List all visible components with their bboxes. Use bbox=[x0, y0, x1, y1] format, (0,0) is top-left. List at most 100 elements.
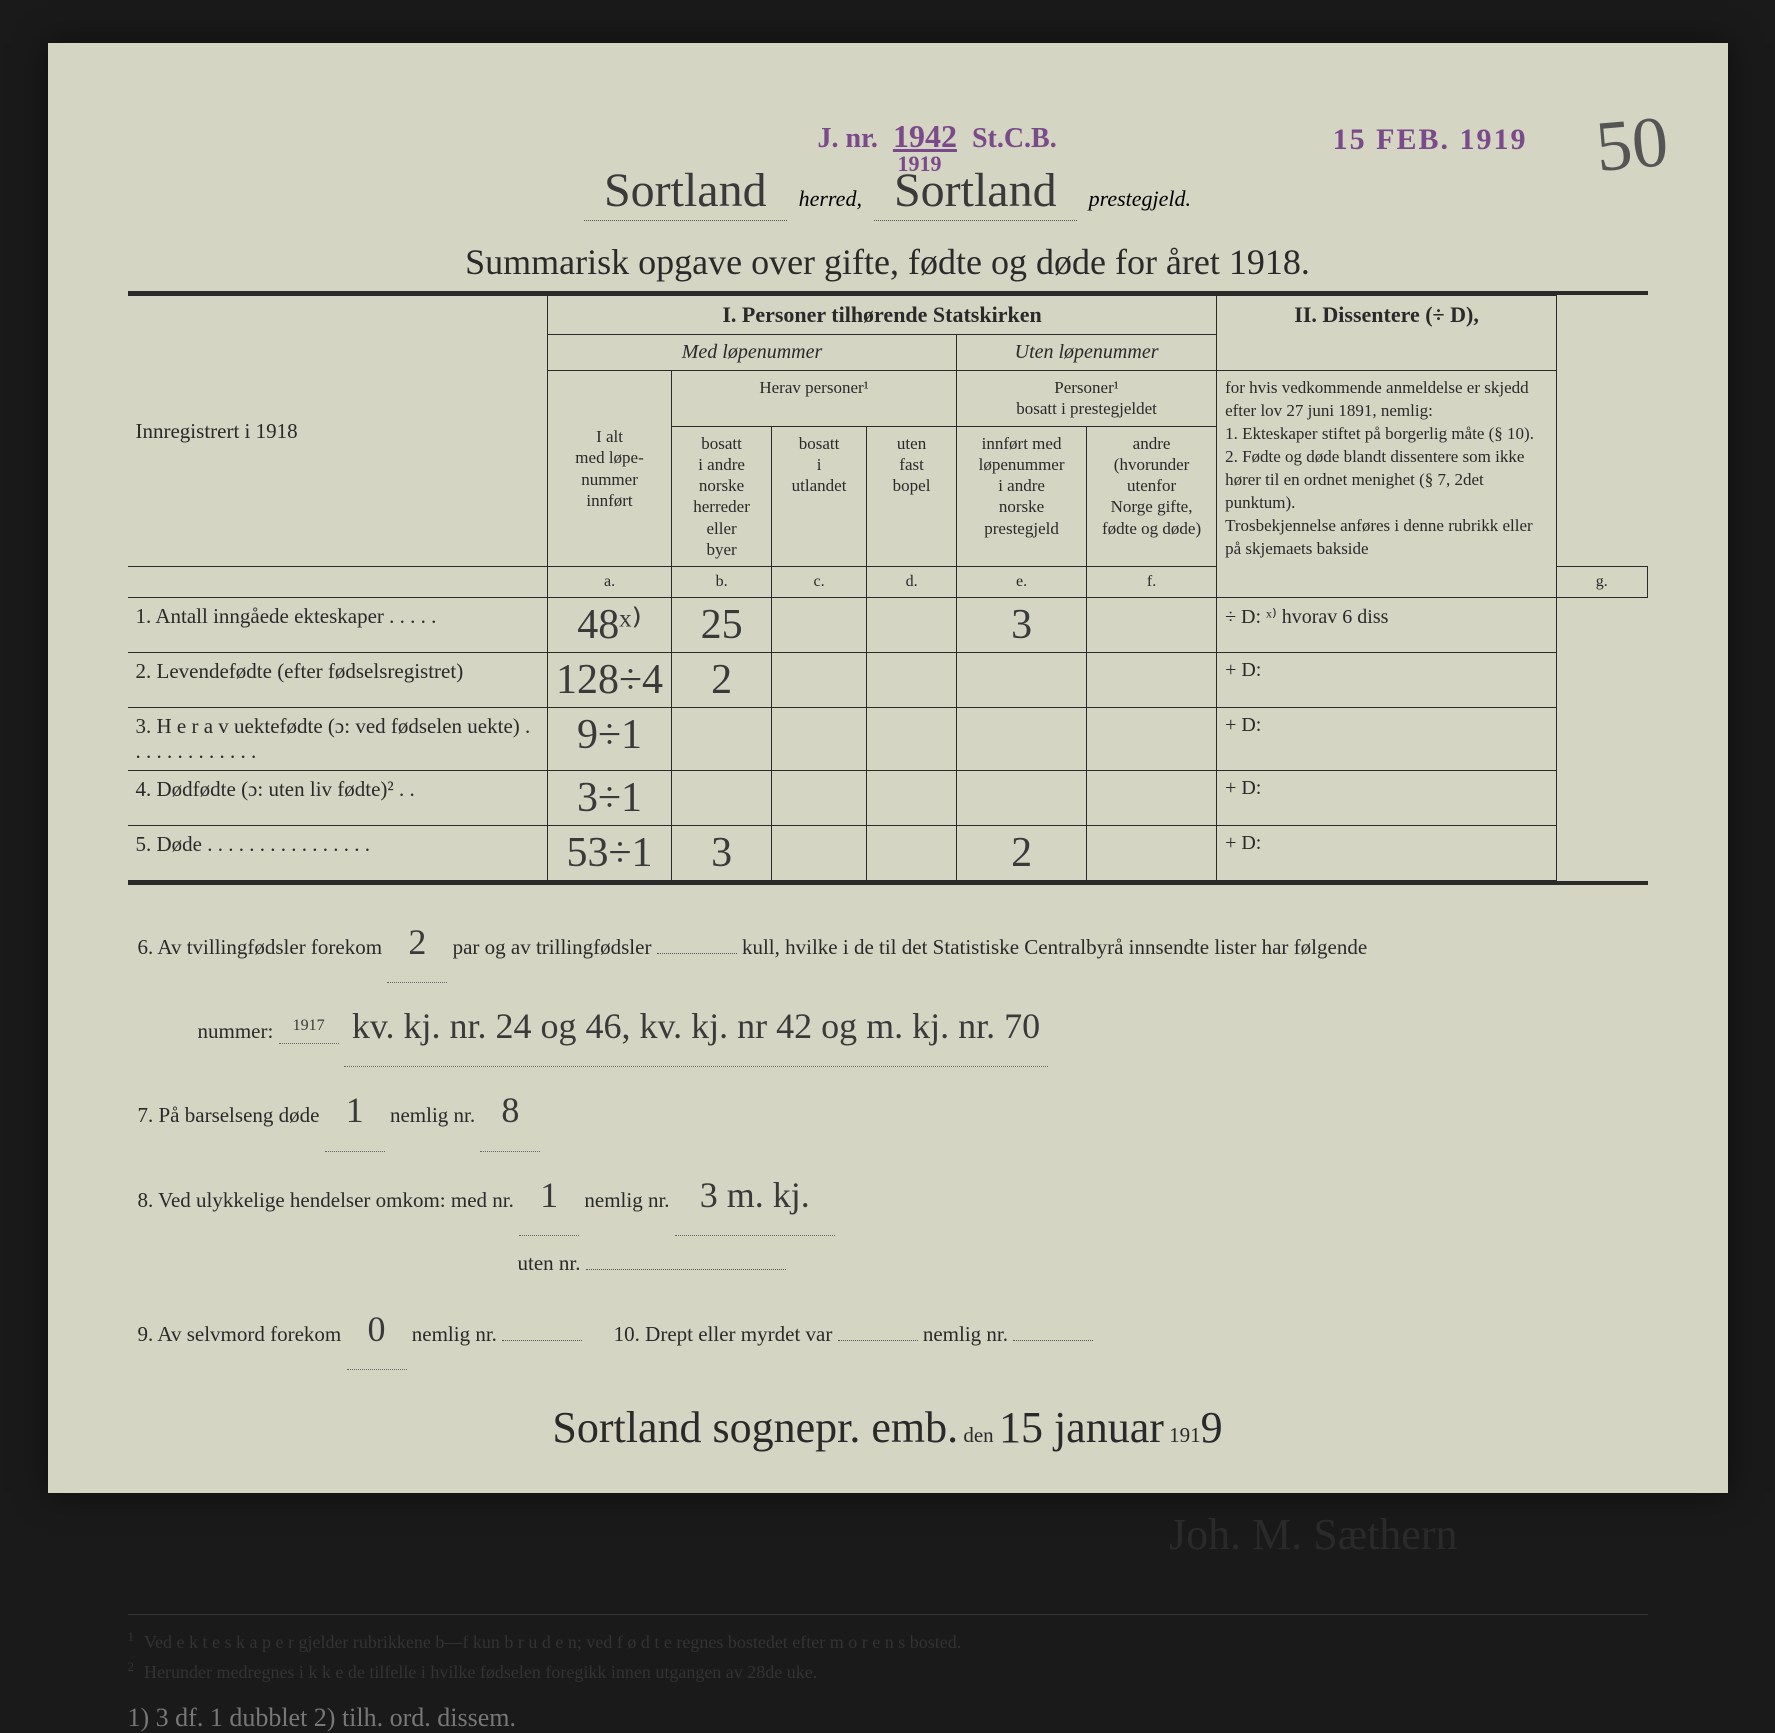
col-letter-e: e. bbox=[957, 567, 1087, 598]
q10-prefix: 10. Drept eller myrdet var bbox=[614, 1322, 833, 1346]
q7-nr: 8 bbox=[480, 1071, 540, 1151]
cell-b: 25 bbox=[672, 598, 772, 653]
row-label: 3. H e r a v uektefødte (ɔ: ved fødselen… bbox=[128, 708, 548, 771]
q6-year-note: 1917 bbox=[279, 1008, 339, 1044]
dissenter-text: for hvis vedkommende anmeldelse er skjed… bbox=[1217, 371, 1557, 598]
q9-q10-line: 9. Av selvmord forekom 0 nemlig nr. 10. … bbox=[138, 1290, 1638, 1370]
col-letter-g: g. bbox=[1557, 567, 1647, 598]
section1-title: I. Personer tilhørende Statskirken bbox=[548, 296, 1217, 335]
q6-suffix: kull, hvilke i de til det Statistiske Ce… bbox=[742, 935, 1367, 959]
sig-place: Sortland sognepr. emb. bbox=[552, 1403, 958, 1452]
jnr-suffix: St.C.B. bbox=[972, 123, 1057, 154]
sig-den: den bbox=[963, 1423, 993, 1447]
herred-value: Sortland bbox=[584, 163, 787, 221]
cell-b: 2 bbox=[672, 653, 772, 708]
cell-e bbox=[957, 771, 1087, 826]
footnote-2-text: Herunder medregnes i k k e de tilfelle i… bbox=[144, 1662, 817, 1682]
cell-g: + D: bbox=[1217, 771, 1557, 826]
footnotes: 1Ved e k t e s k a p e r gjelder rubrikk… bbox=[128, 1614, 1648, 1683]
footnote-1: 1Ved e k t e s k a p e r gjelder rubrikk… bbox=[128, 1629, 1648, 1653]
cell-f bbox=[1087, 598, 1217, 653]
sig-date: 15 januar bbox=[999, 1403, 1164, 1452]
table-row: 3. H e r a v uektefødte (ɔ: ved fødselen… bbox=[128, 708, 1648, 771]
cell-f bbox=[1087, 771, 1217, 826]
sig-name: Joh. M. Sæthern bbox=[1169, 1510, 1457, 1559]
q7-prefix: 7. På barselseng døde bbox=[138, 1103, 320, 1127]
cell-e bbox=[957, 653, 1087, 708]
cell-f bbox=[1087, 708, 1217, 771]
footnote-2: 2Herunder medregnes i k k e de tilfelle … bbox=[128, 1659, 1648, 1683]
q6-nummer-label: nummer: bbox=[198, 1019, 274, 1043]
q8-mid: nemlig nr. bbox=[584, 1188, 669, 1212]
uten-lopenummer: Uten løpenummer bbox=[957, 335, 1217, 371]
q8-uten-label: uten nr. bbox=[518, 1251, 581, 1275]
q7-mid: nemlig nr. bbox=[390, 1103, 475, 1127]
cell-d bbox=[867, 653, 957, 708]
q6-nummer-line: nummer: 1917 kv. kj. nr. 24 og 46, kv. k… bbox=[138, 987, 1638, 1067]
cell-g: + D: bbox=[1217, 826, 1557, 881]
row-label: 1. Antall inngåede ekteskaper . . . . . bbox=[128, 598, 548, 653]
q10-count bbox=[838, 1340, 918, 1341]
cell-b: 3 bbox=[672, 826, 772, 881]
footnote-1-text: Ved e k t e s k a p e r gjelder rubrikke… bbox=[144, 1632, 961, 1652]
row-label: 2. Levendefødte (efter fødselsregistret) bbox=[128, 653, 548, 708]
q8-med: 1 bbox=[519, 1156, 579, 1236]
q9-nr bbox=[502, 1340, 582, 1341]
q6-triplets bbox=[657, 953, 737, 954]
cell-g: ÷ D: ˣ⁾ hvorav 6 diss bbox=[1217, 598, 1557, 653]
main-table: Innregistrert i 1918 I. Personer tilhøre… bbox=[128, 295, 1648, 881]
q9-mid: nemlig nr. bbox=[412, 1322, 497, 1346]
cell-d bbox=[867, 708, 957, 771]
table-row: 5. Døde . . . . . . . . . . . . . . . . … bbox=[128, 826, 1648, 881]
cell-d bbox=[867, 771, 957, 826]
stamp-year-below: 1919 bbox=[898, 151, 942, 177]
cell-a: 48ˣ⁾ bbox=[548, 598, 672, 653]
cell-a: 9÷1 bbox=[548, 708, 672, 771]
col-d-head: uten fast bopel bbox=[867, 426, 957, 567]
prestegjeld-label: prestegjeld. bbox=[1089, 186, 1191, 212]
col-letter-b: b. bbox=[672, 567, 772, 598]
herred-label: herred, bbox=[799, 186, 862, 212]
cell-c bbox=[772, 598, 867, 653]
cell-f bbox=[1087, 826, 1217, 881]
header-line: Sortland herred, Sortland prestegjeld. bbox=[128, 163, 1648, 221]
q8-uten-line: uten nr. bbox=[138, 1240, 1638, 1286]
left-label: Innregistrert i 1918 bbox=[128, 296, 548, 567]
q8-uten bbox=[586, 1269, 786, 1270]
lower-section: 6. Av tvillingfødsler forekom 2 par og a… bbox=[128, 903, 1648, 1584]
herav-personer: Herav personer¹ bbox=[672, 371, 957, 427]
section2-title: II. Dissentere (÷ D), bbox=[1225, 302, 1548, 328]
col-letter-c: c. bbox=[772, 567, 867, 598]
stamp-received-date: 15 FEB. 1919 bbox=[1333, 123, 1528, 157]
jnr-number: 1942 bbox=[893, 118, 957, 154]
section2-cell: II. Dissentere (÷ D), bbox=[1217, 296, 1557, 371]
q7-line: 7. På barselseng døde 1 nemlig nr. 8 bbox=[138, 1071, 1638, 1151]
page-number: 50 bbox=[1592, 100, 1671, 189]
cell-g: + D: bbox=[1217, 653, 1557, 708]
form-title: Summarisk opgave over gifte, fødte og dø… bbox=[128, 241, 1648, 283]
col-f-head: andre (hvorunder utenfor Norge gifte, fø… bbox=[1087, 426, 1217, 567]
blank-corner bbox=[128, 567, 548, 598]
q7-count: 1 bbox=[325, 1071, 385, 1151]
signature-line: Sortland sognepr. emb. den 15 januar 191… bbox=[138, 1380, 1638, 1477]
q6-mid: par og av trillingfødsler bbox=[453, 935, 652, 959]
sig-year-prefix: 191 bbox=[1169, 1423, 1201, 1447]
row-label: 4. Dødfødte (ɔ: uten liv fødte)² . . bbox=[128, 771, 548, 826]
col-letter-f: f. bbox=[1087, 567, 1217, 598]
cell-a: 3÷1 bbox=[548, 771, 672, 826]
q6-nummer-value: kv. kj. nr. 24 og 46, kv. kj. nr 42 og m… bbox=[344, 987, 1048, 1067]
jnr-prefix: J. nr. bbox=[818, 123, 878, 154]
cell-d bbox=[867, 598, 957, 653]
cell-b bbox=[672, 771, 772, 826]
row-label: 5. Døde . . . . . . . . . . . . . . . . bbox=[128, 826, 548, 881]
col-letter-a: a. bbox=[548, 567, 672, 598]
q9-count: 0 bbox=[347, 1290, 407, 1370]
cell-a: 53÷1 bbox=[548, 826, 672, 881]
q10-mid: nemlig nr. bbox=[923, 1322, 1008, 1346]
q8-line: 8. Ved ulykkelige hendelser omkom: med n… bbox=[138, 1156, 1638, 1236]
q8-prefix: 8. Ved ulykkelige hendelser omkom: med n… bbox=[138, 1188, 514, 1212]
table-row: 4. Dødfødte (ɔ: uten liv fødte)² . . 3÷1… bbox=[128, 771, 1648, 826]
cell-d bbox=[867, 826, 957, 881]
q9-prefix: 9. Av selvmord forekom bbox=[138, 1322, 342, 1346]
cell-c bbox=[772, 826, 867, 881]
